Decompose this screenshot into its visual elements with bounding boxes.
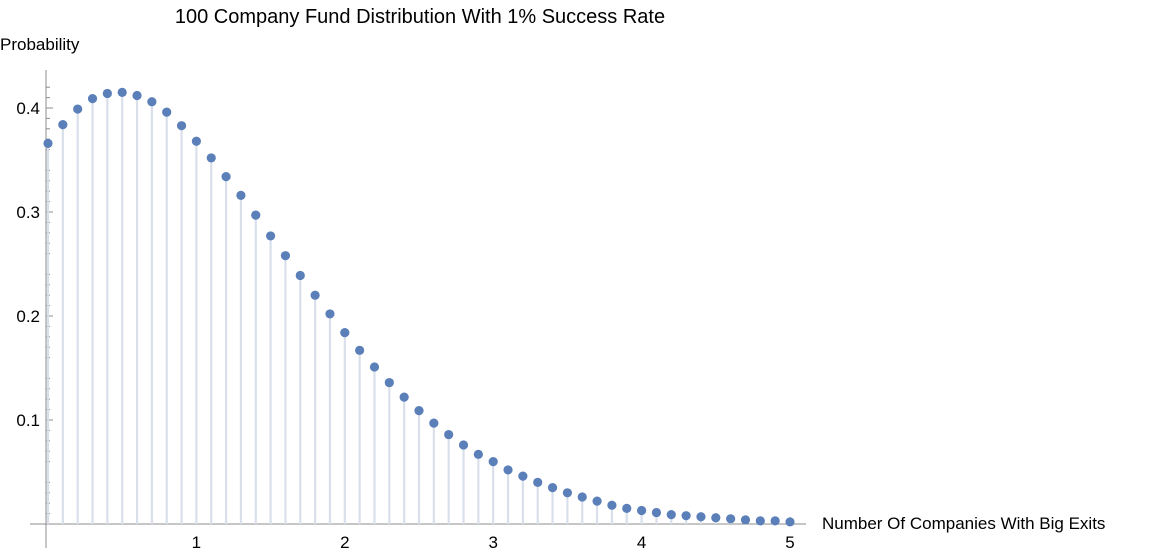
data-point xyxy=(429,418,439,428)
data-point xyxy=(473,449,483,459)
data-point xyxy=(73,104,83,114)
stem-lines xyxy=(46,92,792,524)
y-tick-label: 0.4 xyxy=(16,99,40,118)
data-point xyxy=(117,87,127,97)
x-tick-label: 5 xyxy=(785,533,794,552)
data-point xyxy=(162,107,172,117)
data-point xyxy=(607,500,617,510)
data-point xyxy=(637,505,647,516)
x-axis-label: Number Of Companies With Big Exits xyxy=(822,514,1105,533)
data-point xyxy=(58,120,68,130)
data-point xyxy=(280,251,291,261)
data-point xyxy=(191,136,201,146)
data-point xyxy=(221,172,231,182)
data-point xyxy=(251,210,261,220)
data-point xyxy=(132,90,142,101)
data-point xyxy=(711,513,721,523)
data-point xyxy=(740,515,751,525)
data-point xyxy=(518,471,528,481)
data-point xyxy=(592,496,602,506)
data-point xyxy=(785,517,795,527)
y-tick-label: 0.1 xyxy=(16,411,40,430)
data-point xyxy=(340,328,350,338)
x-tick-label: 3 xyxy=(488,533,497,552)
data-point xyxy=(369,362,380,372)
axis-ticks: 1 2 3 4 5 0.1 0.2 0.3 0.4 xyxy=(16,86,795,552)
data-point xyxy=(651,507,662,518)
data-point xyxy=(399,392,409,402)
data-points xyxy=(43,87,795,527)
data-point xyxy=(503,465,513,475)
data-point xyxy=(547,483,558,493)
data-point xyxy=(310,290,320,300)
data-point xyxy=(355,345,365,355)
data-point xyxy=(147,97,157,107)
data-point xyxy=(325,309,335,319)
x-tick-label: 1 xyxy=(192,533,201,552)
x-tick-label: 4 xyxy=(637,533,646,552)
data-point xyxy=(266,231,276,241)
data-point xyxy=(444,429,454,440)
data-point xyxy=(681,511,691,521)
x-tick-label: 2 xyxy=(340,533,349,552)
data-point xyxy=(488,457,498,467)
data-point xyxy=(87,94,98,104)
data-point xyxy=(176,121,187,131)
data-point xyxy=(562,488,573,498)
y-axis-label: Probability xyxy=(0,35,80,54)
data-point xyxy=(726,514,736,524)
data-point xyxy=(666,510,676,520)
data-point xyxy=(384,377,394,388)
data-point xyxy=(295,270,305,281)
data-point xyxy=(622,503,632,513)
y-tick-label: 0.3 xyxy=(16,203,40,222)
y-tick-label: 0.2 xyxy=(16,307,40,326)
data-point xyxy=(770,516,780,526)
data-point xyxy=(458,440,469,450)
data-point xyxy=(102,88,112,99)
data-point xyxy=(236,190,246,200)
chart-title: 100 Company Fund Distribution With 1% Su… xyxy=(175,6,665,28)
data-point xyxy=(206,153,216,163)
data-point xyxy=(577,492,587,502)
data-point xyxy=(755,516,765,526)
data-point xyxy=(43,138,53,148)
data-point xyxy=(696,512,706,522)
data-point xyxy=(533,477,543,487)
data-point xyxy=(414,406,424,416)
